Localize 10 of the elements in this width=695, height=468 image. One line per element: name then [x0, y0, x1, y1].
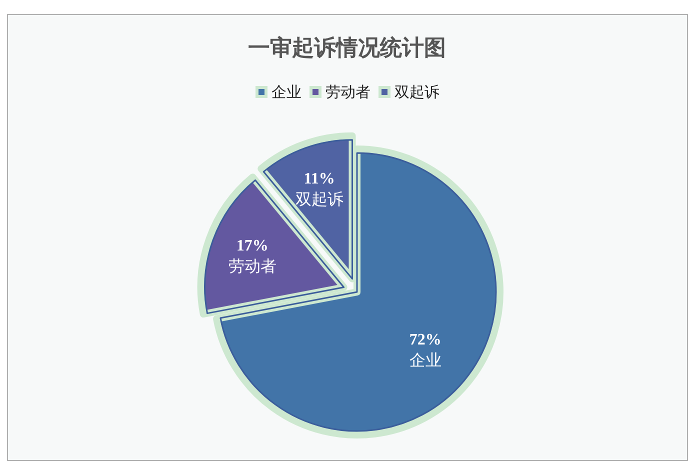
slice-label: 双起诉 [295, 189, 344, 208]
chart-title: 一审起诉情况统计图 [248, 35, 446, 61]
data-label: 11% [304, 170, 335, 188]
data-label: 72% [409, 332, 442, 349]
slice-label: 企业 [409, 350, 442, 370]
data-label: 17% [236, 237, 268, 254]
slice-label: 劳动者 [228, 256, 276, 276]
legend-label: 企业 [272, 83, 302, 101]
legend-label: 劳动者 [326, 83, 370, 101]
legend-label: 双起诉 [394, 83, 440, 101]
